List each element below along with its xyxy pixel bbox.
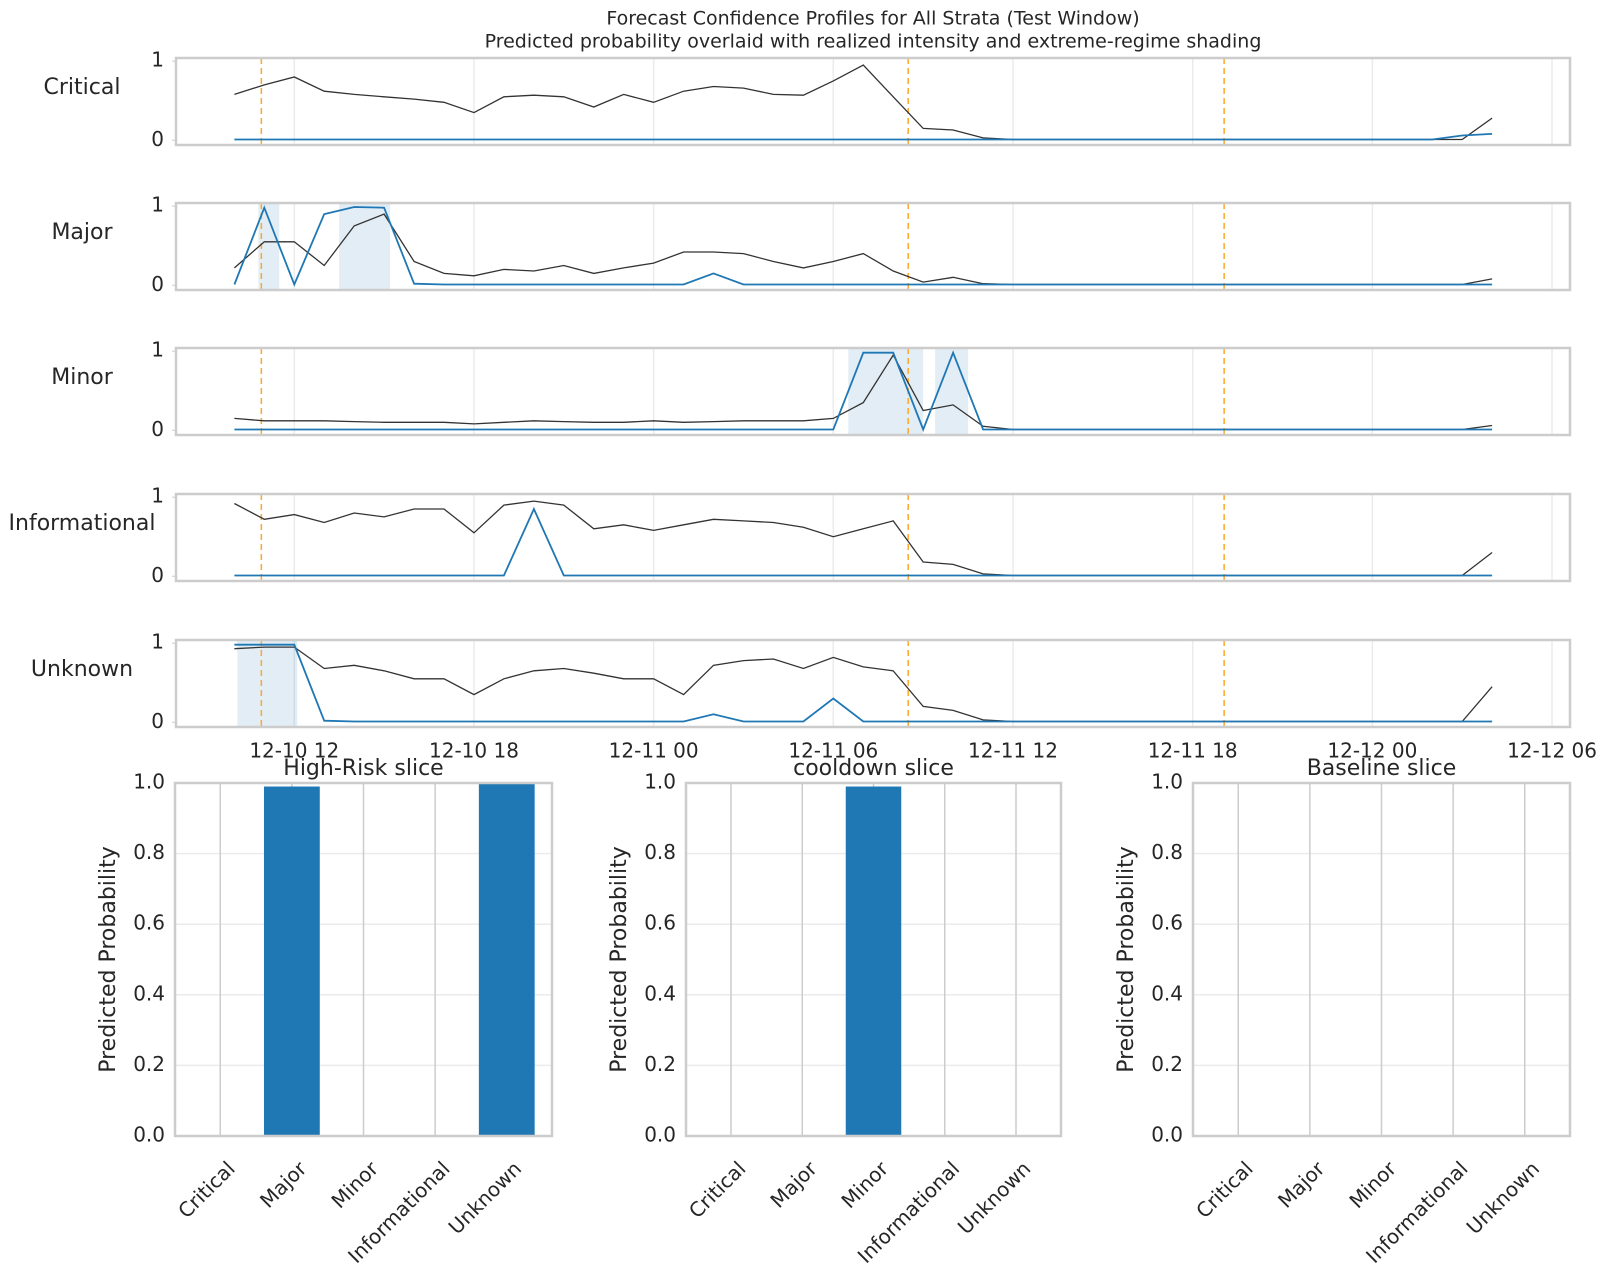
x-tick-label: 12-10 12 bbox=[249, 739, 339, 763]
x-tick-label: 12-12 00 bbox=[1327, 739, 1417, 763]
series-line bbox=[234, 133, 1493, 141]
regime-span bbox=[237, 640, 298, 727]
y-tick-label: 0.4 bbox=[133, 981, 165, 1005]
x-tick-label: 12-12 06 bbox=[1507, 739, 1597, 763]
y-tick-label: 0.4 bbox=[1151, 981, 1183, 1005]
x-tick-label: Unknown bbox=[953, 1156, 1036, 1239]
y-tick-label: 1.0 bbox=[1151, 770, 1183, 794]
x-tick-label: 12-11 12 bbox=[968, 739, 1058, 763]
regime-span bbox=[258, 203, 280, 290]
figure-subtitle: Predicted probability overlaid with real… bbox=[485, 31, 1262, 53]
x-tick-label: Unknown bbox=[1462, 1156, 1545, 1239]
chart-title: Baseline slice bbox=[1307, 756, 1457, 781]
y-tick-label: 0.8 bbox=[133, 840, 165, 864]
x-tick-label: 12-11 06 bbox=[788, 739, 878, 763]
y-tick-label: 0.2 bbox=[1151, 1052, 1183, 1076]
series-line bbox=[234, 500, 1493, 577]
y-tick-label: 1 bbox=[151, 484, 164, 508]
y-tick-label: 0.0 bbox=[1151, 1123, 1183, 1147]
y-axis-label: Critical bbox=[44, 75, 121, 100]
y-tick-label: 0 bbox=[151, 127, 164, 151]
axes-frame bbox=[1191, 781, 1572, 1138]
y-axis-label: Predicted Probability bbox=[607, 846, 632, 1073]
figure-title: Forecast Confidence Profiles for All Str… bbox=[606, 8, 1139, 30]
axes-frame bbox=[174, 201, 1572, 292]
y-axis-label: Predicted Probability bbox=[1114, 846, 1139, 1073]
x-tick-label: Minor bbox=[326, 1156, 383, 1213]
regime-span bbox=[339, 203, 391, 290]
x-tick-label: Minor bbox=[1344, 1156, 1401, 1213]
series-line bbox=[234, 643, 1493, 723]
x-tick-label: Critical bbox=[684, 1156, 750, 1222]
y-axis-label: Minor bbox=[51, 365, 113, 390]
x-tick-label: Major bbox=[765, 1156, 822, 1213]
series-line bbox=[233, 205, 1493, 287]
y-tick-label: 0.8 bbox=[1151, 840, 1183, 864]
x-tick-label: Critical bbox=[173, 1156, 239, 1222]
y-axis-label: Predicted Probability bbox=[96, 846, 121, 1073]
y-tick-label: 0.6 bbox=[1151, 911, 1183, 935]
axes-frame bbox=[684, 781, 1063, 1138]
x-tick-label: Minor bbox=[836, 1156, 893, 1213]
y-tick-label: 0.0 bbox=[644, 1123, 676, 1147]
x-tick-label: Major bbox=[1273, 1156, 1330, 1213]
regime-span bbox=[935, 348, 969, 435]
bar bbox=[478, 783, 535, 1136]
chart-title: High-Risk slice bbox=[283, 756, 443, 781]
y-tick-label: 0.6 bbox=[644, 911, 676, 935]
y-axis-label: Informational bbox=[9, 511, 156, 536]
y-tick-label: 0.0 bbox=[133, 1123, 165, 1147]
x-tick-label: Critical bbox=[1191, 1156, 1257, 1222]
axes-frame bbox=[174, 56, 1572, 147]
series-line bbox=[234, 350, 1493, 432]
x-tick-label: 12-11 18 bbox=[1148, 739, 1238, 763]
axes-frame bbox=[174, 492, 1572, 583]
y-tick-label: 1 bbox=[151, 48, 164, 72]
y-tick-label: 1 bbox=[151, 193, 164, 217]
y-tick-label: 0.2 bbox=[133, 1052, 165, 1076]
y-tick-label: 0.4 bbox=[644, 981, 676, 1005]
series-line bbox=[233, 213, 1493, 286]
series-line bbox=[234, 64, 1493, 141]
series-line bbox=[234, 506, 1493, 577]
y-tick-label: 0.8 bbox=[644, 840, 676, 864]
bar bbox=[263, 786, 320, 1136]
y-tick-label: 0 bbox=[151, 417, 164, 441]
chart-title: cooldown slice bbox=[793, 756, 954, 781]
y-axis-label: Unknown bbox=[31, 657, 133, 682]
y-tick-label: 0.2 bbox=[644, 1052, 676, 1076]
x-tick-label: Unknown bbox=[444, 1156, 527, 1239]
y-tick-label: 0 bbox=[151, 272, 164, 296]
x-tick-label: 12-11 00 bbox=[609, 739, 699, 763]
y-tick-label: 1 bbox=[151, 630, 164, 654]
x-tick-label: Major bbox=[255, 1156, 312, 1213]
y-tick-label: 0 bbox=[151, 709, 164, 733]
y-axis-label: Major bbox=[51, 220, 113, 245]
y-tick-label: 0 bbox=[151, 563, 164, 587]
regime-span bbox=[848, 348, 924, 435]
y-tick-label: 1.0 bbox=[644, 770, 676, 794]
bar bbox=[845, 786, 902, 1136]
axes-frame bbox=[174, 346, 1572, 437]
series-line bbox=[234, 646, 1493, 723]
axes-frame bbox=[174, 638, 1572, 729]
y-tick-label: 1 bbox=[151, 338, 164, 362]
x-tick-label: 12-10 18 bbox=[429, 739, 519, 763]
axes-frame bbox=[173, 781, 554, 1138]
y-tick-label: 0.6 bbox=[133, 911, 165, 935]
y-tick-label: 1.0 bbox=[133, 770, 165, 794]
